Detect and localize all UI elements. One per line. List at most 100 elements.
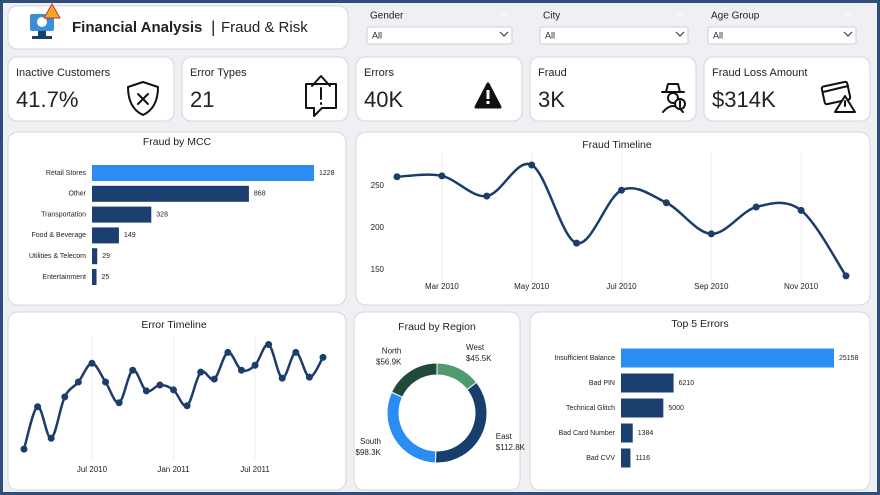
point <box>618 186 625 194</box>
point <box>251 361 259 369</box>
category-label: Entertainment <box>42 274 86 281</box>
filter-value: All <box>713 30 723 40</box>
chart-title: Fraud by MCC <box>143 136 212 148</box>
filter-value: All <box>372 30 382 40</box>
point <box>278 374 286 382</box>
point <box>20 445 28 453</box>
warning-icon <box>474 82 502 109</box>
point <box>34 403 42 411</box>
point <box>47 434 55 442</box>
x-tick-label: Sep 2010 <box>694 282 729 291</box>
dropdown-chevron <box>843 31 853 37</box>
slice-label: $112.8K <box>496 443 526 452</box>
bar <box>621 373 674 393</box>
category-label: Technical Glitch <box>566 405 615 412</box>
point <box>797 206 805 214</box>
dropdown-chevron <box>499 31 509 37</box>
point <box>224 348 232 356</box>
y-tick-label: 200 <box>371 223 385 232</box>
dropdown-chevron <box>675 31 685 37</box>
chart-card <box>529 311 871 491</box>
slice-name: North <box>382 347 402 356</box>
point <box>88 359 96 367</box>
fraud-icon <box>661 83 686 113</box>
chart-title: Fraud Timeline <box>582 139 652 151</box>
bar <box>92 165 314 181</box>
data-label: 1228 <box>319 170 335 177</box>
slice-name: South <box>360 437 381 446</box>
point <box>156 381 164 389</box>
category-label: Retail Stores <box>46 170 87 177</box>
kpi-label: Errors <box>364 67 394 79</box>
category-label: Transportation <box>41 211 86 218</box>
point <box>483 192 491 200</box>
header-card <box>7 5 349 50</box>
point <box>842 272 850 280</box>
data-label: 5000 <box>668 405 684 412</box>
filter-dropdown[interactable] <box>707 26 857 45</box>
header-separator: | <box>211 17 215 36</box>
header-title: Financial Analysis <box>72 19 202 36</box>
data-label: 868 <box>254 191 266 198</box>
bar <box>621 348 834 368</box>
slice-name: East <box>496 432 513 441</box>
y-tick-label: 250 <box>371 181 385 190</box>
kpi-value: 40K <box>364 87 403 112</box>
slice-label: $56.9K <box>376 358 402 367</box>
chart-card <box>355 131 871 306</box>
data-label: 149 <box>124 232 136 239</box>
point <box>292 348 300 356</box>
filter-label: Gender <box>370 11 404 22</box>
point <box>265 341 273 349</box>
chart-title: Top 5 Errors <box>671 318 728 330</box>
kpi-label: Fraud <box>538 67 567 79</box>
dropdown-chevron <box>499 10 509 16</box>
bar <box>92 227 119 244</box>
point <box>319 353 327 361</box>
data-label: 25 <box>102 274 110 281</box>
filter-label: Age Group <box>711 11 760 22</box>
category-label: Insufficient Balance <box>554 355 615 362</box>
donut-slice <box>390 362 438 398</box>
bar <box>92 269 97 285</box>
filter-label: City <box>543 11 560 22</box>
bar <box>92 206 152 223</box>
filter-dropdown[interactable] <box>366 26 513 45</box>
point <box>752 203 760 211</box>
point <box>74 378 82 386</box>
category-label: Other <box>68 191 86 198</box>
slice-label: $45.5K <box>466 354 492 363</box>
data-label: 29 <box>102 253 110 260</box>
point <box>662 199 670 207</box>
point <box>237 366 245 374</box>
point <box>142 387 150 395</box>
line <box>396 162 848 277</box>
category-label: Food & Beverage <box>32 232 87 239</box>
chart-card <box>7 311 347 491</box>
filter-dropdown[interactable] <box>539 26 689 45</box>
kpi-value: $314K <box>712 87 776 112</box>
header-subtitle: Fraud & Risk <box>221 19 308 36</box>
kpi-value: 41.7% <box>16 87 78 112</box>
point <box>210 375 218 383</box>
x-tick-label: Mar 2010 <box>425 282 459 291</box>
chart-title: Error Timeline <box>141 319 207 331</box>
x-tick-label: Jul 2010 <box>606 282 637 291</box>
dropdown-chevron <box>843 10 853 16</box>
bar <box>621 423 633 443</box>
dropdown-chevron <box>675 10 685 16</box>
shield-icon <box>127 81 159 116</box>
error-bubble-icon <box>305 75 337 117</box>
x-tick-label: Jul 2011 <box>240 465 270 474</box>
y-tick-label: 150 <box>371 265 385 274</box>
bar <box>621 448 631 468</box>
data-label: 25158 <box>839 355 859 362</box>
point <box>102 378 110 386</box>
category-label: Bad Card Number <box>559 430 616 437</box>
card-loss-icon <box>820 80 856 113</box>
point <box>573 239 581 247</box>
point <box>129 366 137 374</box>
chart-card <box>353 311 521 491</box>
slice-name: West <box>466 343 485 352</box>
point <box>197 368 205 376</box>
